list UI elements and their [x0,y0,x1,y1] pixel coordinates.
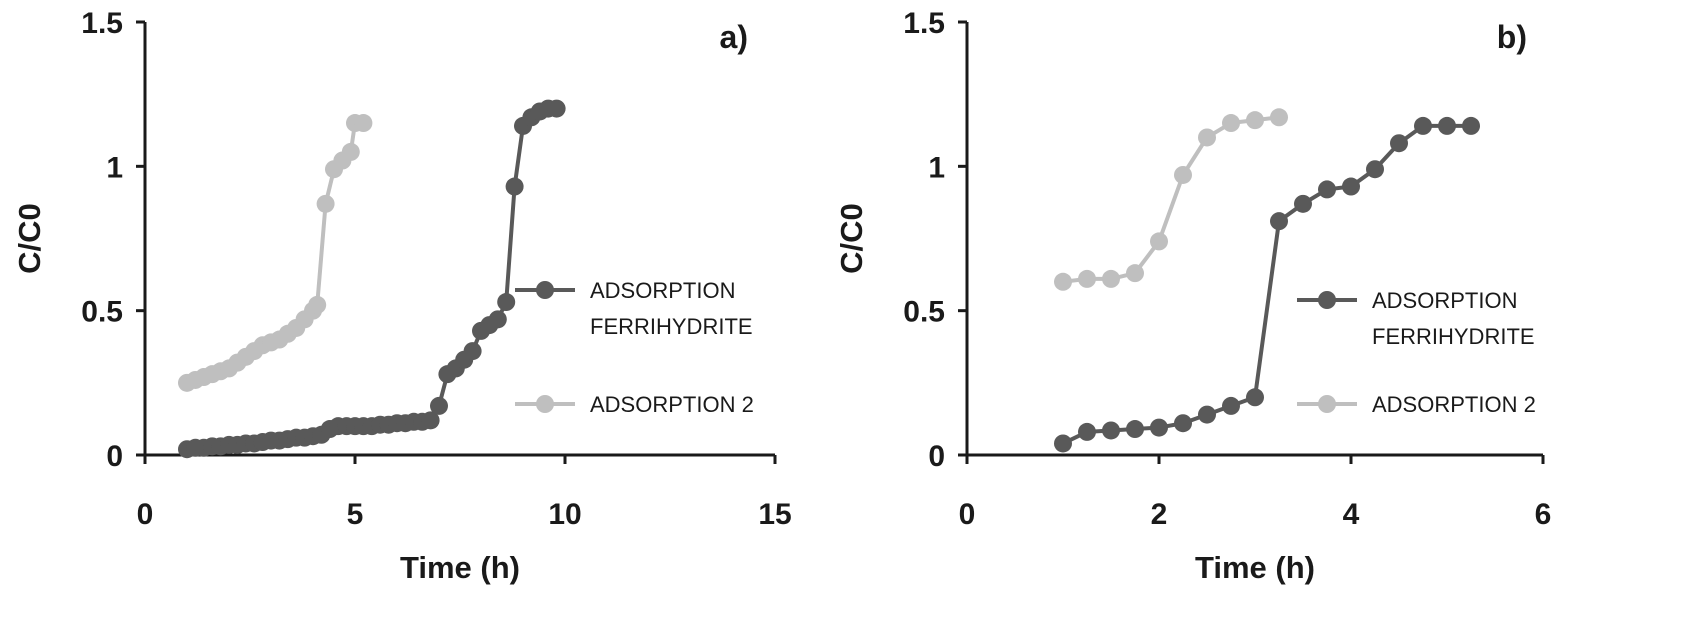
data-point [1174,414,1192,433]
y-tick-label: 0 [928,440,945,473]
data-point [1270,212,1288,231]
data-point [1342,177,1360,196]
x-tick-label: 6 [1535,498,1552,531]
data-point [1294,194,1312,213]
legend-swatch-marker [1318,395,1336,413]
data-point [547,99,566,118]
data-point [1270,108,1288,127]
data-point [1126,264,1144,283]
x-tick-label: 5 [347,498,364,531]
panel-label: a) [720,19,748,55]
data-point [1078,269,1096,288]
legend-label: ADSORPTION [590,278,735,303]
y-tick-label: 1.5 [903,7,945,40]
legend-swatch-marker [1318,291,1336,309]
data-point [1174,165,1192,184]
y-tick-label: 1 [106,151,123,184]
x-tick-label: 10 [548,498,581,531]
x-tick-label: 0 [137,498,154,531]
data-point [488,310,507,329]
x-tick-label: 15 [758,498,791,531]
legend-label: FERRIHYDRITE [590,314,753,339]
data-point [1414,116,1432,135]
legend-swatch-marker [536,281,554,299]
data-point [1198,128,1216,147]
data-point [421,411,440,430]
x-axis-title: Time (h) [1195,550,1315,585]
data-point [1390,134,1408,153]
series-line [1062,115,1280,284]
data-point [1366,160,1384,179]
legend-swatch-marker [536,395,554,413]
panel-b: 0 0.5 1 1.5 0 2 4 6 Time (h) C/C0 b) ADSORPTION FERR… [834,7,1551,585]
x-tick-label: 4 [1343,498,1360,531]
y-tick-label: 0 [106,440,123,473]
data-point [1462,116,1480,135]
data-point [341,142,360,161]
data-point [1222,114,1240,133]
data-point [1438,116,1456,135]
data-point [1126,420,1144,439]
y-tick-label: 0.5 [903,296,945,329]
data-point [1198,405,1216,424]
x-tick-label: 2 [1151,498,1168,531]
data-point [308,295,327,314]
data-point [1078,422,1096,441]
y-tick-label: 0.5 [81,296,123,329]
x-axis-title: Time (h) [400,550,520,585]
data-point [1054,434,1072,453]
legend-label: ADSORPTION 2 [1372,392,1536,417]
data-point [1102,269,1120,288]
data-point [1150,232,1168,251]
legend-label: FERRIHYDRITE [1372,324,1535,349]
y-axis-title: C/C0 [834,203,869,274]
series-line [186,106,557,452]
legend-label: ADSORPTION [1372,288,1517,313]
panel-a: 0 0.5 1 1.5 0 5 10 15 Time (h) C/C0 a) ADSORPTION FE… [12,7,792,585]
data-point [1054,272,1072,291]
data-point [1102,421,1120,440]
y-axis-title: C/C0 [12,203,47,274]
data-point [1150,418,1168,437]
data-point [497,293,516,312]
data-point [430,396,448,415]
data-point [1246,111,1264,130]
data-point [463,342,482,361]
x-tick-label: 0 [959,498,976,531]
data-point [1318,180,1336,199]
y-tick-label: 1.5 [81,7,123,40]
data-point [505,177,524,196]
legend-label: ADSORPTION 2 [590,392,754,417]
panel-label: b) [1497,19,1527,55]
data-point [354,114,373,133]
y-tick-label: 1 [928,151,945,184]
data-point [316,194,335,213]
data-point [1222,396,1240,415]
data-point [1246,388,1264,407]
